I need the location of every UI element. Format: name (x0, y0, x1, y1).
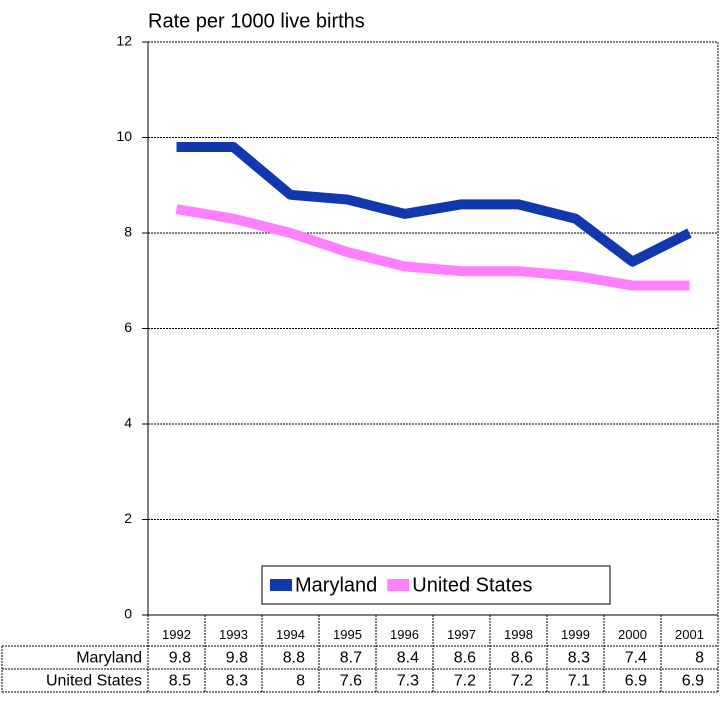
data-label: 8.6 (511, 650, 533, 667)
x-tick-label: 1997 (447, 627, 476, 642)
data-label: 7.2 (454, 673, 476, 690)
y-tick-label: 2 (124, 510, 132, 526)
data-label: 6.9 (682, 673, 704, 690)
y-tick-label: 8 (124, 224, 132, 240)
x-tick-label: 2001 (675, 627, 704, 642)
data-label: 7.1 (568, 673, 590, 690)
data-label: 9.8 (226, 650, 248, 667)
data-label: 8.7 (340, 650, 362, 667)
x-tick-label: 1992 (162, 627, 191, 642)
y-tick-label: 6 (124, 319, 132, 335)
table-row-label: United States (46, 673, 142, 690)
x-tick-label: 1998 (504, 627, 533, 642)
data-label: 7.6 (340, 673, 362, 690)
x-tick-label: 1995 (333, 627, 362, 642)
data-label: 7.4 (625, 650, 647, 667)
data-label: 8.5 (169, 673, 191, 690)
data-label: 9.8 (169, 650, 191, 667)
x-tick-label: 1999 (561, 627, 590, 642)
x-tick-label: 1996 (390, 627, 419, 642)
y-tick-label: 10 (116, 128, 132, 144)
table-row-label: Maryland (76, 650, 142, 667)
legend-swatch (387, 579, 410, 591)
data-label: 7.2 (511, 673, 533, 690)
data-label: 8.3 (226, 673, 248, 690)
data-label: 7.3 (397, 673, 419, 690)
legend-label: Maryland (295, 574, 377, 596)
series-line (176, 142, 692, 267)
data-label: 8.8 (283, 650, 305, 667)
data-label: 6.9 (625, 673, 647, 690)
data-label: 8 (695, 650, 704, 667)
legend: Maryland United States (261, 565, 611, 605)
legend-box (261, 565, 611, 605)
data-label: 8.6 (454, 650, 476, 667)
y-tick-label: 4 (124, 415, 132, 431)
data-label: 8 (296, 673, 305, 690)
x-tick-label: 1994 (276, 627, 305, 642)
legend-swatch (270, 579, 292, 591)
x-tick-label: 1993 (219, 627, 248, 642)
y-tick-label: 0 (124, 606, 132, 622)
y-tick-label: 12 (116, 33, 132, 49)
x-tick-label: 2000 (618, 627, 647, 642)
data-label: 8.4 (397, 650, 419, 667)
chart-title: Rate per 1000 live births (148, 10, 365, 32)
series-line (175, 204, 690, 291)
legend-label: United States (412, 574, 532, 596)
data-label: 8.3 (568, 650, 590, 667)
